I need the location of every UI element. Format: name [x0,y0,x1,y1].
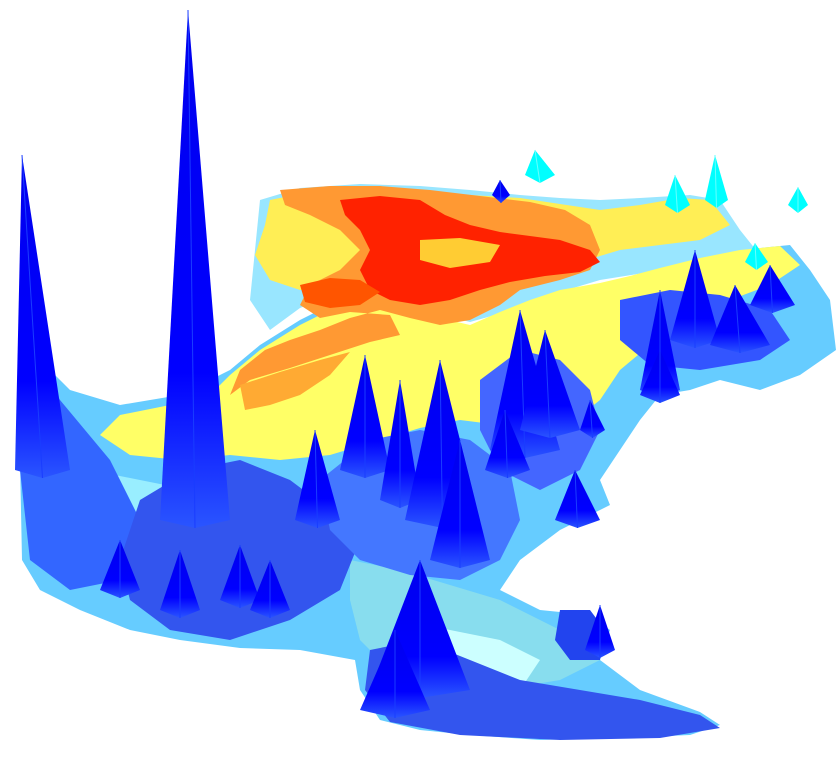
surface-peak-facet [544,329,551,439]
surface-peak-facet [769,264,773,314]
surface-peak [520,330,580,438]
surface-peak [485,410,530,478]
surface-peak-facet [534,149,541,184]
surface-peak-facet [574,469,578,529]
surface-peak [710,285,770,353]
surface-peak-facet [519,309,526,459]
surface-peak-facet [734,284,741,354]
surface-peak-facet [674,174,678,214]
surface-peak [555,470,600,528]
surface-peak [525,150,555,183]
surface-peak [750,265,795,313]
surface-peak [705,155,728,208]
surface-peak-facet [439,359,443,529]
surface-peak-facet [714,154,717,209]
surface-peak-facet [314,429,318,529]
surface-peak [295,430,340,528]
surface-peak [665,175,690,213]
surface-peak-facet [589,399,593,439]
surface-peak [15,155,70,478]
surface-peak-facet [504,409,508,479]
surface-red-core [300,196,600,308]
surface-peak-facet [187,9,196,529]
surface-peak [580,400,605,438]
surface-peak-facet [499,179,502,204]
surface-peak [160,10,230,528]
surface-peak-facet [21,154,43,479]
surface-peak-facet [754,242,757,271]
surface-peak [745,243,768,270]
